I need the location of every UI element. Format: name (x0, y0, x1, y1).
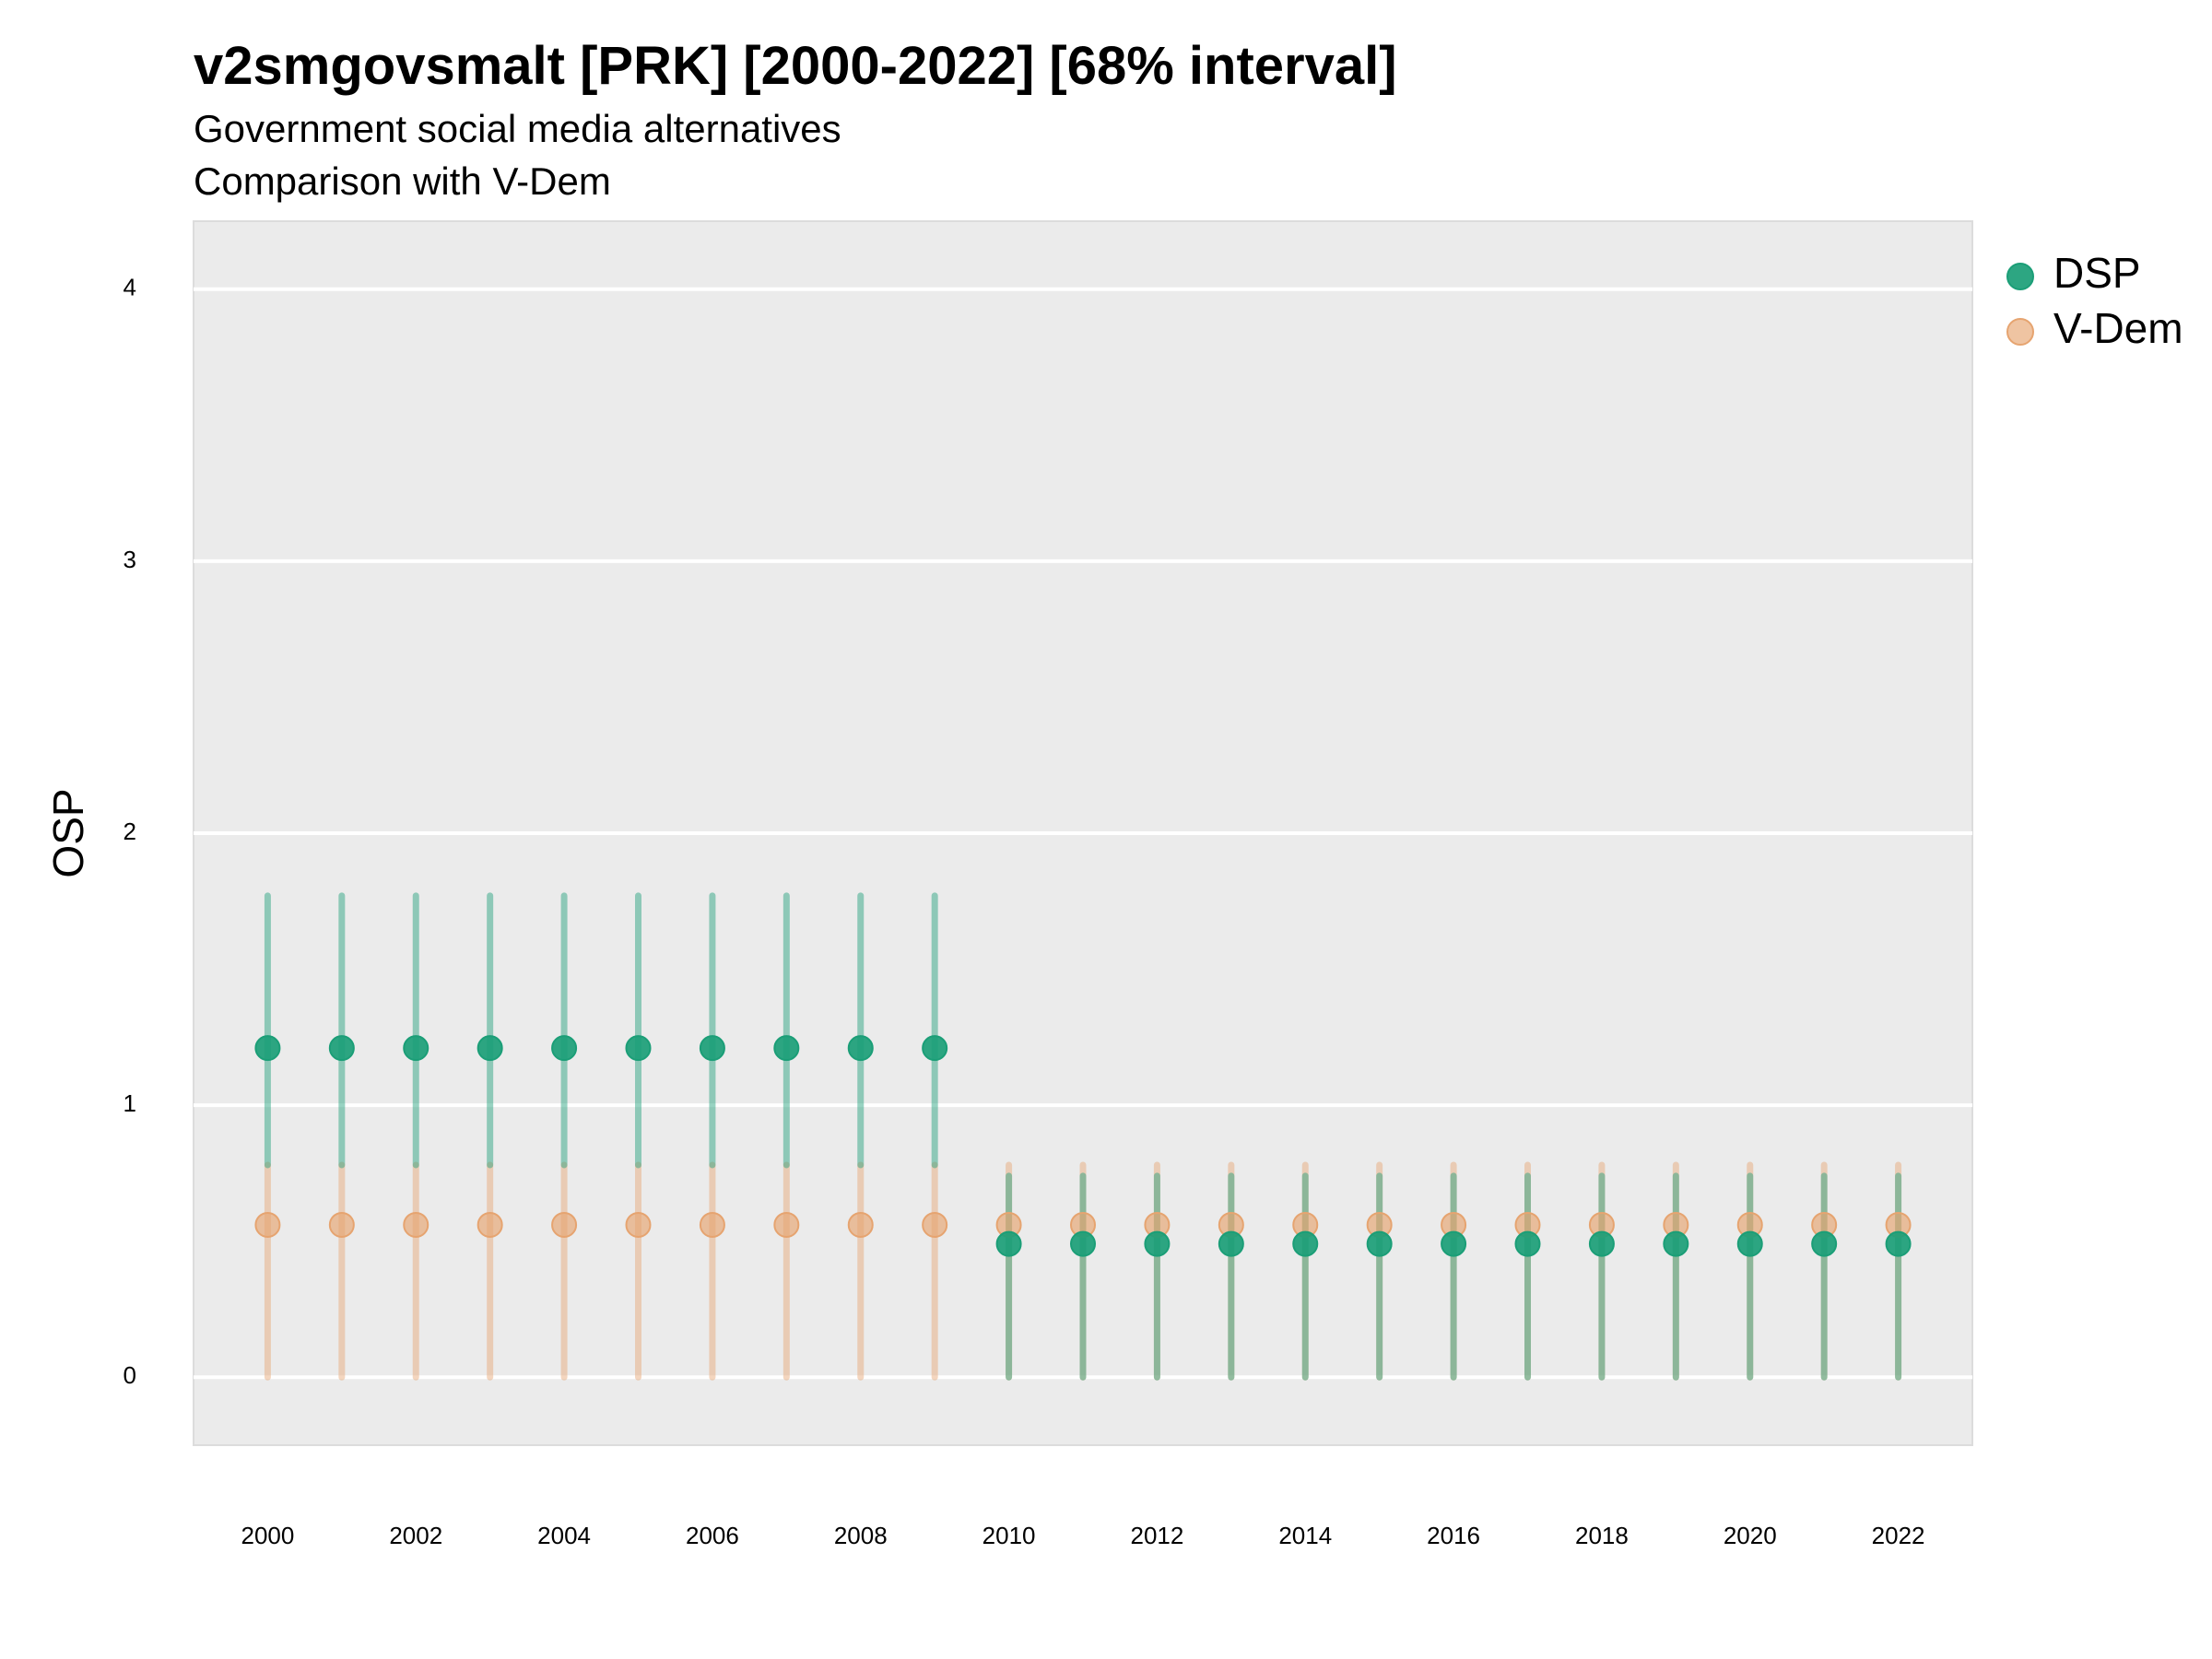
legend: DSP V-Dem (2006, 249, 2183, 352)
interval-bars (264, 892, 1902, 1381)
point-dsp (1218, 1230, 1244, 1257)
y-tick-label: 3 (124, 546, 136, 573)
point-dsp (1292, 1230, 1319, 1257)
data-points (254, 1035, 1912, 1257)
point-dsp (847, 1035, 874, 1062)
y-tick-label: 1 (124, 1089, 136, 1117)
point-dsp (1366, 1230, 1393, 1257)
point-v-dem (254, 1211, 281, 1238)
point-dsp (1663, 1230, 1689, 1257)
point-dsp (1811, 1230, 1838, 1257)
x-tick-label: 2018 (1575, 1522, 1629, 1549)
x-tick-label: 2014 (1278, 1522, 1332, 1549)
x-tick-label: 2010 (982, 1522, 1036, 1549)
point-dsp (1885, 1230, 1912, 1257)
gridlines (194, 287, 1972, 1380)
y-tick-label: 0 (124, 1361, 136, 1389)
x-tick-label: 2016 (1427, 1522, 1480, 1549)
point-dsp (403, 1035, 429, 1062)
point-dsp (625, 1035, 652, 1062)
x-tick-label: 2012 (1130, 1522, 1183, 1549)
point-dsp (922, 1035, 948, 1062)
x-tick-label: 2000 (241, 1522, 294, 1549)
point-dsp (1144, 1230, 1171, 1257)
point-v-dem (773, 1211, 800, 1238)
legend-key-v-dem (2006, 318, 2034, 346)
point-dsp (995, 1230, 1022, 1257)
point-dsp (1588, 1230, 1615, 1257)
point-dsp (1070, 1230, 1096, 1257)
point-dsp (477, 1035, 503, 1062)
chart-caption: Comparison with V-Dem (194, 159, 611, 203)
point-dsp (699, 1035, 725, 1062)
y-axis-ticks: 0 1 2 3 4 (124, 274, 136, 1389)
point-v-dem (477, 1211, 503, 1238)
point-v-dem (922, 1211, 948, 1238)
x-tick-label: 2020 (1724, 1522, 1777, 1549)
chart-title: v2smgovsmalt [PRK] [2000-2022] [68% inte… (194, 36, 1397, 96)
legend-label-v-dem: V-Dem (2053, 304, 2183, 352)
point-v-dem (625, 1211, 652, 1238)
point-dsp (1736, 1230, 1763, 1257)
point-v-dem (551, 1211, 578, 1238)
point-dsp (1441, 1230, 1467, 1257)
point-v-dem (328, 1211, 355, 1238)
x-tick-label: 2002 (389, 1522, 442, 1549)
chart-subtitle: Government social media alternatives (194, 107, 841, 150)
point-v-dem (699, 1211, 725, 1238)
x-tick-label: 2022 (1872, 1522, 1925, 1549)
y-axis-label: OSP (44, 788, 92, 877)
legend-key-dsp (2006, 263, 2034, 290)
x-tick-label: 2004 (537, 1522, 591, 1549)
point-dsp (773, 1035, 800, 1062)
x-tick-label: 2008 (834, 1522, 888, 1549)
legend-label-dsp: DSP (2053, 249, 2141, 297)
point-dsp (551, 1035, 578, 1062)
x-tick-label: 2006 (686, 1522, 739, 1549)
x-axis-ticks: 2000 2002 2004 2006 2008 2010 2012 2014 2016 2018… (241, 1522, 1924, 1549)
point-dsp (328, 1035, 355, 1062)
point-v-dem (847, 1211, 874, 1238)
point-dsp (1514, 1230, 1541, 1257)
point-v-dem (403, 1211, 429, 1238)
y-tick-label: 2 (124, 818, 136, 845)
point-dsp (254, 1035, 281, 1062)
y-tick-label: 4 (124, 274, 136, 301)
